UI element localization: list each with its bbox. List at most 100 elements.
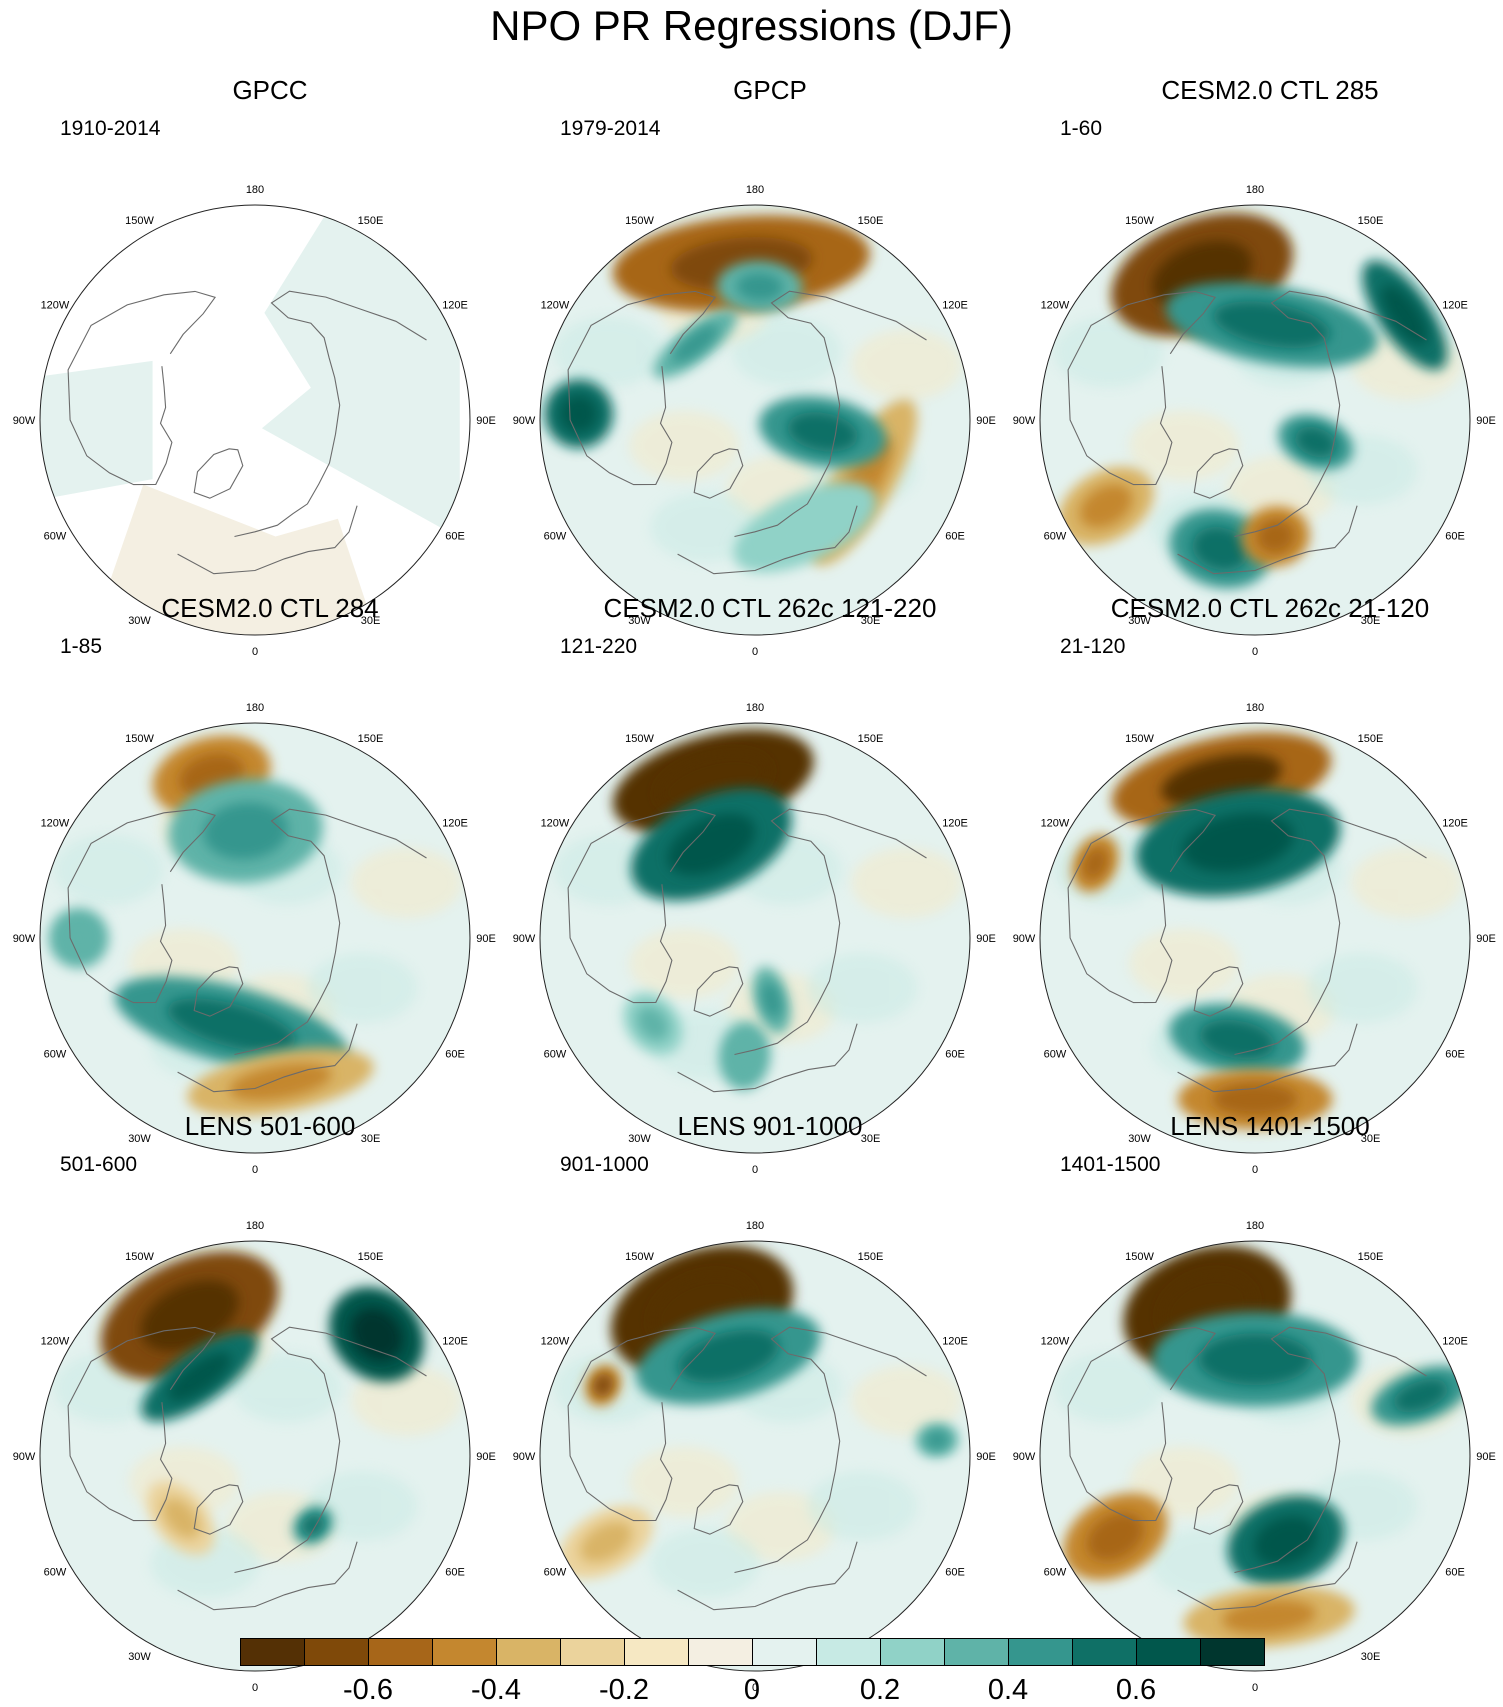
colorbar-box xyxy=(304,1638,369,1666)
panel-title: CESM2.0 CTL 284 xyxy=(161,593,379,623)
period-label: 21-120 xyxy=(1060,635,1126,658)
longitude-label: 60W xyxy=(1044,531,1067,543)
longitude-label: 120W xyxy=(41,300,70,312)
anomaly-patch xyxy=(629,1446,740,1517)
longitude-label: 120W xyxy=(541,1336,570,1348)
coastline xyxy=(1193,1484,1244,1535)
map-boundary xyxy=(539,1240,971,1672)
longitude-label: 0 xyxy=(752,1164,758,1176)
coastline xyxy=(234,290,427,538)
longitude-label: 180 xyxy=(1246,702,1264,714)
longitude-label: 0 xyxy=(1252,1164,1258,1176)
anomaly-patch xyxy=(351,847,462,918)
anomaly-core xyxy=(580,1521,632,1563)
longitude-label: 30W xyxy=(128,1651,151,1663)
longitude-label: 150W xyxy=(1125,1251,1154,1263)
anomaly-core xyxy=(1082,847,1109,880)
longitude-label: 120E xyxy=(942,818,968,830)
colorbar-box xyxy=(880,1638,945,1666)
longitude-label: 180 xyxy=(1246,1220,1264,1232)
coastline xyxy=(1067,808,1217,1004)
anomaly-patch xyxy=(231,1352,342,1423)
colorbar-box xyxy=(944,1638,1009,1666)
longitude-label: 90W xyxy=(1013,933,1036,945)
map-boundary xyxy=(1039,722,1471,1154)
panel-title: GPCP xyxy=(733,75,807,105)
longitude-label: 30W xyxy=(1128,1133,1151,1145)
coastline xyxy=(1067,1326,1217,1522)
colorbar-tick-label: 0.4 xyxy=(987,1674,1029,1706)
map-panel: 180 150E 120E 90E 60E 30E 0 30W 60W 90W 120W 150W GP… xyxy=(513,75,1020,658)
anomaly-core xyxy=(167,998,296,1052)
map-boundary xyxy=(1039,1240,1471,1672)
longitude-label: 0 xyxy=(252,1164,258,1176)
longitude-label: 120E xyxy=(442,818,468,830)
anomaly-core xyxy=(1295,426,1337,458)
anomaly-core xyxy=(761,981,783,1019)
longitude-label: 120W xyxy=(1041,1336,1070,1348)
longitude-label: 90E xyxy=(976,415,996,427)
anomaly-core xyxy=(1381,285,1429,346)
anomaly-patch xyxy=(851,847,962,918)
anomaly-core xyxy=(672,324,719,363)
colorbar-box xyxy=(240,1638,305,1666)
longitude-label: 120W xyxy=(1041,300,1070,312)
anomaly-patch xyxy=(731,316,842,387)
data-region xyxy=(103,484,374,635)
longitude-label: 150W xyxy=(125,1251,154,1263)
coastline xyxy=(1234,1326,1427,1574)
anomaly-core xyxy=(593,1373,613,1397)
longitude-label: 180 xyxy=(246,1220,264,1232)
panel-title: LENS 1401-1500 xyxy=(1170,1111,1370,1141)
longitude-label: 150E xyxy=(358,1251,384,1263)
panel-title: LENS 501-600 xyxy=(184,1111,356,1141)
longitude-label: 180 xyxy=(746,184,764,196)
longitude-label: 150E xyxy=(358,733,384,745)
longitude-label: 120W xyxy=(541,818,570,830)
period-label: 1-85 xyxy=(60,635,103,658)
panel-title: CESM2.0 CTL 285 xyxy=(1161,75,1379,105)
anomaly-core xyxy=(62,921,96,955)
colorbar-box xyxy=(688,1638,753,1666)
coastline xyxy=(67,808,217,1004)
longitude-label: 150W xyxy=(625,733,654,745)
anomaly-core xyxy=(787,412,858,452)
map-boundary xyxy=(1039,204,1471,636)
map-panel: 180 150E 120E 90E 60E 30E 0 30W 60W 90W 120W 150W CE… xyxy=(513,593,1020,1176)
polar-map: 180 150E 120E 90E 60E 30E 0 30W 60W 90W 120W 150W xyxy=(513,702,996,1176)
longitude-label: 120E xyxy=(442,300,468,312)
anomaly-core xyxy=(925,1430,949,1450)
longitude-label: 120E xyxy=(442,1336,468,1348)
longitude-label: 60W xyxy=(544,531,567,543)
anomaly-core xyxy=(765,502,845,553)
colorbar-box xyxy=(1008,1638,1073,1666)
map-panel: 180 150E 120E 90E 60E 30E 0 30W 60W 90W 120W 150W LE… xyxy=(13,1111,520,1694)
anomaly-patch xyxy=(1129,1446,1240,1517)
coastline xyxy=(734,808,927,1056)
longitude-label: 60W xyxy=(44,1049,67,1061)
longitude-label: 60E xyxy=(445,1567,465,1579)
anomaly-core xyxy=(350,1308,403,1361)
map-boundary xyxy=(39,722,471,1154)
anomaly-patch xyxy=(807,952,918,1023)
polar-map: 180 150E 120E 90E 60E 30E 0 30W 60W 90W 120W 150W xyxy=(513,184,996,658)
longitude-label: 120E xyxy=(942,1336,968,1348)
longitude-label: 180 xyxy=(246,702,264,714)
longitude-label: 60W xyxy=(1044,1049,1067,1061)
longitude-label: 60W xyxy=(544,1567,567,1579)
longitude-label: 180 xyxy=(246,184,264,196)
map-panel: 180 150E 120E 90E 60E 30E 0 30W 60W 90W 120W 150W LE… xyxy=(1013,1111,1503,1694)
anomaly-core xyxy=(162,1497,200,1539)
coastline xyxy=(177,1541,358,1611)
coastline xyxy=(693,1484,744,1535)
data-region xyxy=(261,205,460,539)
colorbar-tick-label: 0.2 xyxy=(859,1674,901,1706)
map-boundary xyxy=(39,204,471,636)
coastline xyxy=(567,290,717,486)
coastline xyxy=(1177,505,1358,575)
coastline xyxy=(177,1023,358,1093)
longitude-label: 120E xyxy=(1442,818,1468,830)
longitude-label: 90W xyxy=(1013,415,1036,427)
anomaly-patch xyxy=(851,1365,962,1436)
anomaly-patch xyxy=(650,1528,761,1599)
